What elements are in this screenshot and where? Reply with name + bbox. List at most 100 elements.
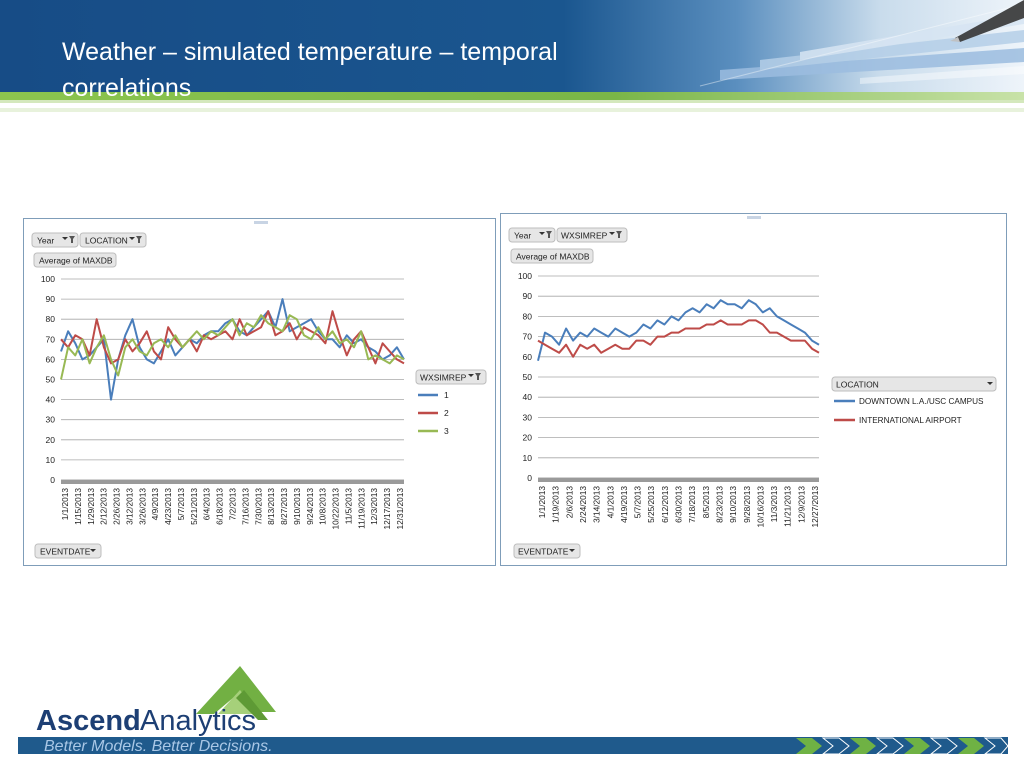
filter-icon (136, 236, 142, 243)
y-tick-label: 20 (46, 435, 56, 445)
x-tick-label: 1/1/2013 (537, 486, 547, 519)
x-tick-label: 9/28/2013 (742, 486, 752, 523)
y-tick-label: 60 (523, 352, 533, 362)
x-tick-label: 7/16/2013 (240, 488, 250, 525)
y-tick-label: 80 (46, 314, 56, 324)
x-tick-label: 6/12/2013 (660, 486, 670, 523)
dropdown-arrow-icon (90, 549, 96, 552)
dropdown-arrow-icon (62, 237, 68, 240)
dropdown-arrow-icon (468, 374, 474, 377)
x-tick-label: 1/19/2013 (551, 486, 561, 523)
series-line-international-airport (537, 319, 820, 358)
filter-icon (546, 231, 552, 238)
legend-label: 3 (444, 426, 449, 436)
x-tick-label: 9/10/2013 (728, 486, 738, 523)
filter-button-year-label: Year (37, 236, 54, 246)
x-tick-label: 1/29/2013 (86, 488, 96, 525)
x-tick-label: 8/27/2013 (279, 488, 289, 525)
value-field-button[interactable]: Average of MAXDB (510, 248, 594, 264)
y-tick-label: 100 (518, 271, 532, 281)
x-tick-label: 7/30/2013 (253, 488, 263, 525)
x-tick-label: 5/21/2013 (189, 488, 199, 525)
filter-icon (475, 373, 481, 380)
x-tick-label: 7/18/2013 (687, 486, 697, 523)
filter-button-location-label: LOCATION (85, 236, 128, 246)
y-tick-label: 0 (527, 473, 532, 483)
y-tick-label: 10 (523, 453, 533, 463)
legend-item-2: 2 (418, 408, 449, 418)
pivot-chart-right[interactable]: Year WXSIMREP Average of MAXDB 0 10 20 30 40… (500, 213, 1007, 566)
value-field-label: Average of MAXDB (516, 252, 590, 262)
series-line-downtown-l-a-usc-campus (537, 299, 820, 362)
panel-drag-handle[interactable] (254, 221, 268, 224)
x-tick-label: 12/3/2013 (369, 488, 379, 525)
x-tick-label: 11/19/2013 (356, 488, 366, 529)
x-tick-label: 6/30/2013 (674, 486, 684, 523)
x-tick-label: 6/4/2013 (202, 488, 212, 521)
filter-button-year[interactable]: Year (31, 232, 79, 248)
filter-button-wxsimrep-label: WXSIMREP (561, 231, 608, 241)
logo-mark-icon (196, 666, 276, 720)
x-tick-label: 12/9/2013 (796, 486, 806, 523)
x-tick-label: 4/19/2013 (619, 486, 629, 523)
legend-item-airport: INTERNATIONAL AIRPORT (834, 416, 962, 425)
y-tick-label: 90 (523, 291, 533, 301)
axis-field-label: EVENTDATE (518, 547, 569, 557)
legend-item-3: 3 (418, 426, 449, 436)
legend-label: DOWNTOWN L.A./USC CAMPUS (859, 397, 984, 406)
x-tick-label: 4/1/2013 (605, 486, 615, 519)
y-tick-label: 80 (523, 311, 533, 321)
filter-button-location[interactable]: LOCATION (79, 232, 147, 248)
x-tick-label: 2/6/2013 (564, 486, 574, 519)
filter-icon (69, 236, 75, 243)
x-axis-tick-band (61, 480, 404, 484)
filter-button-year[interactable]: Year (508, 227, 556, 243)
legend-field-button[interactable]: LOCATION (831, 376, 997, 392)
footer-graphics: Ascend Analytics Better Models. Better D… (18, 666, 1009, 755)
y-tick-label: 70 (46, 334, 56, 344)
slide-footer: Ascend Analytics Better Models. Better D… (0, 650, 1024, 768)
filter-icon (616, 231, 622, 238)
x-tick-label: 10/8/2013 (318, 488, 328, 525)
tagline: Better Models. Better Decisions. (44, 738, 273, 755)
filter-button-year-label: Year (514, 231, 531, 241)
legend-item-1: 1 (418, 390, 449, 400)
x-tick-label: 11/21/2013 (783, 486, 793, 527)
x-tick-label: 9/10/2013 (292, 488, 302, 525)
y-tick-label: 60 (46, 354, 56, 364)
filter-button-wxsimrep[interactable]: WXSIMREP (556, 227, 628, 243)
x-tick-label: 11/3/2013 (769, 486, 779, 523)
legend: WXSIMREP 1 2 3 (415, 369, 487, 436)
panel-drag-handle[interactable] (747, 216, 761, 219)
axis-field-button[interactable]: EVENTDATE (513, 543, 581, 559)
x-tick-label: 5/25/2013 (646, 486, 656, 523)
x-tick-label: 2/26/2013 (112, 488, 122, 525)
dropdown-arrow-icon (609, 232, 615, 235)
axis-field-button[interactable]: EVENTDATE (34, 543, 102, 559)
series-line-3 (60, 314, 405, 380)
legend-label: INTERNATIONAL AIRPORT (859, 416, 962, 425)
slide-title: Weather – simulated temperature – tempor… (62, 34, 662, 106)
slide-header: Weather – simulated temperature – tempor… (0, 0, 1024, 118)
y-tick-label: 10 (46, 455, 56, 465)
x-tick-label: 7/2/2013 (228, 488, 238, 521)
x-tick-label: 2/24/2013 (578, 486, 588, 523)
x-tick-label: 10/22/2013 (331, 488, 341, 530)
series-line-1 (60, 298, 405, 401)
x-tick-label: 6/18/2013 (215, 488, 225, 525)
dropdown-arrow-icon (569, 549, 575, 552)
header-decoration (699, 0, 1024, 87)
legend-field-button[interactable]: WXSIMREP (415, 369, 487, 385)
pivot-chart-left[interactable]: Year LOCATION Average of MAXDB 0 10 20 30 40… (23, 218, 496, 566)
logo-wordmark-bold: Ascend (36, 705, 141, 737)
pivot-chart-left-canvas: Year LOCATION Average of MAXDB 0 10 20 30 40… (31, 221, 487, 559)
x-tick-label: 9/24/2013 (305, 488, 315, 525)
chevron-arrows-icon (796, 737, 1009, 755)
value-field-button[interactable]: Average of MAXDB (33, 252, 117, 268)
y-tick-label: 40 (46, 395, 56, 405)
y-tick-label: 30 (46, 415, 56, 425)
y-tick-label: 50 (523, 372, 533, 382)
footer-band (18, 737, 1008, 754)
x-tick-label: 2/12/2013 (99, 488, 109, 525)
